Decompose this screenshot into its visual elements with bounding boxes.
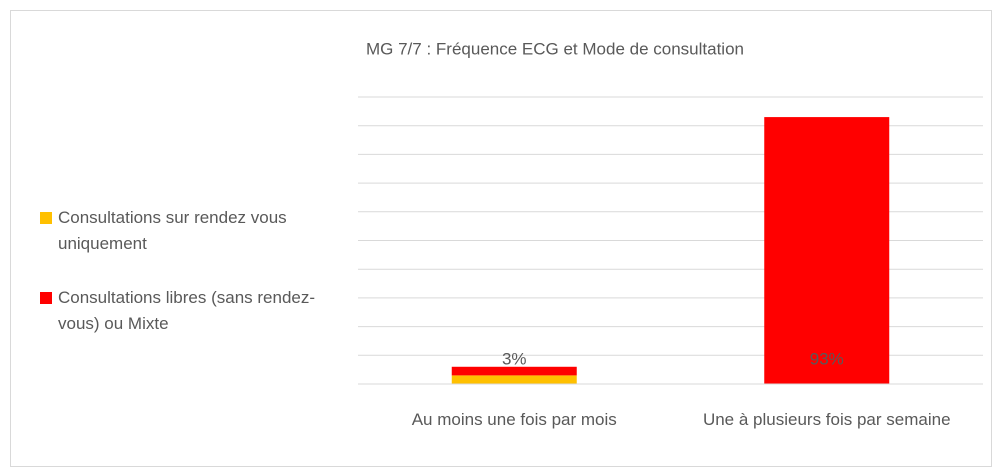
x-tick-label: Au moins une fois par mois: [411, 410, 617, 429]
legend-swatch: [40, 292, 52, 304]
legend-label: Consultations libres (sans rendez-vous) …: [58, 288, 316, 333]
legend-swatch: [40, 212, 52, 224]
bar-segment: [451, 366, 577, 376]
legend-label: Consultations sur rendez vous uniquement: [58, 208, 287, 253]
x-tick-label: Une à plusieurs fois par semaine: [702, 410, 951, 429]
bar-segment: [451, 375, 577, 384]
data-label: 3%: [502, 349, 527, 368]
chart-title: MG 7/7 : Fréquence ECG et Mode de consul…: [366, 39, 744, 58]
bar-segment: [764, 117, 890, 384]
legend-item: Consultations sur rendez vous uniquement: [40, 205, 340, 257]
legend-item: Consultations libres (sans rendez-vous) …: [40, 285, 340, 337]
data-label: 93%: [810, 349, 844, 368]
